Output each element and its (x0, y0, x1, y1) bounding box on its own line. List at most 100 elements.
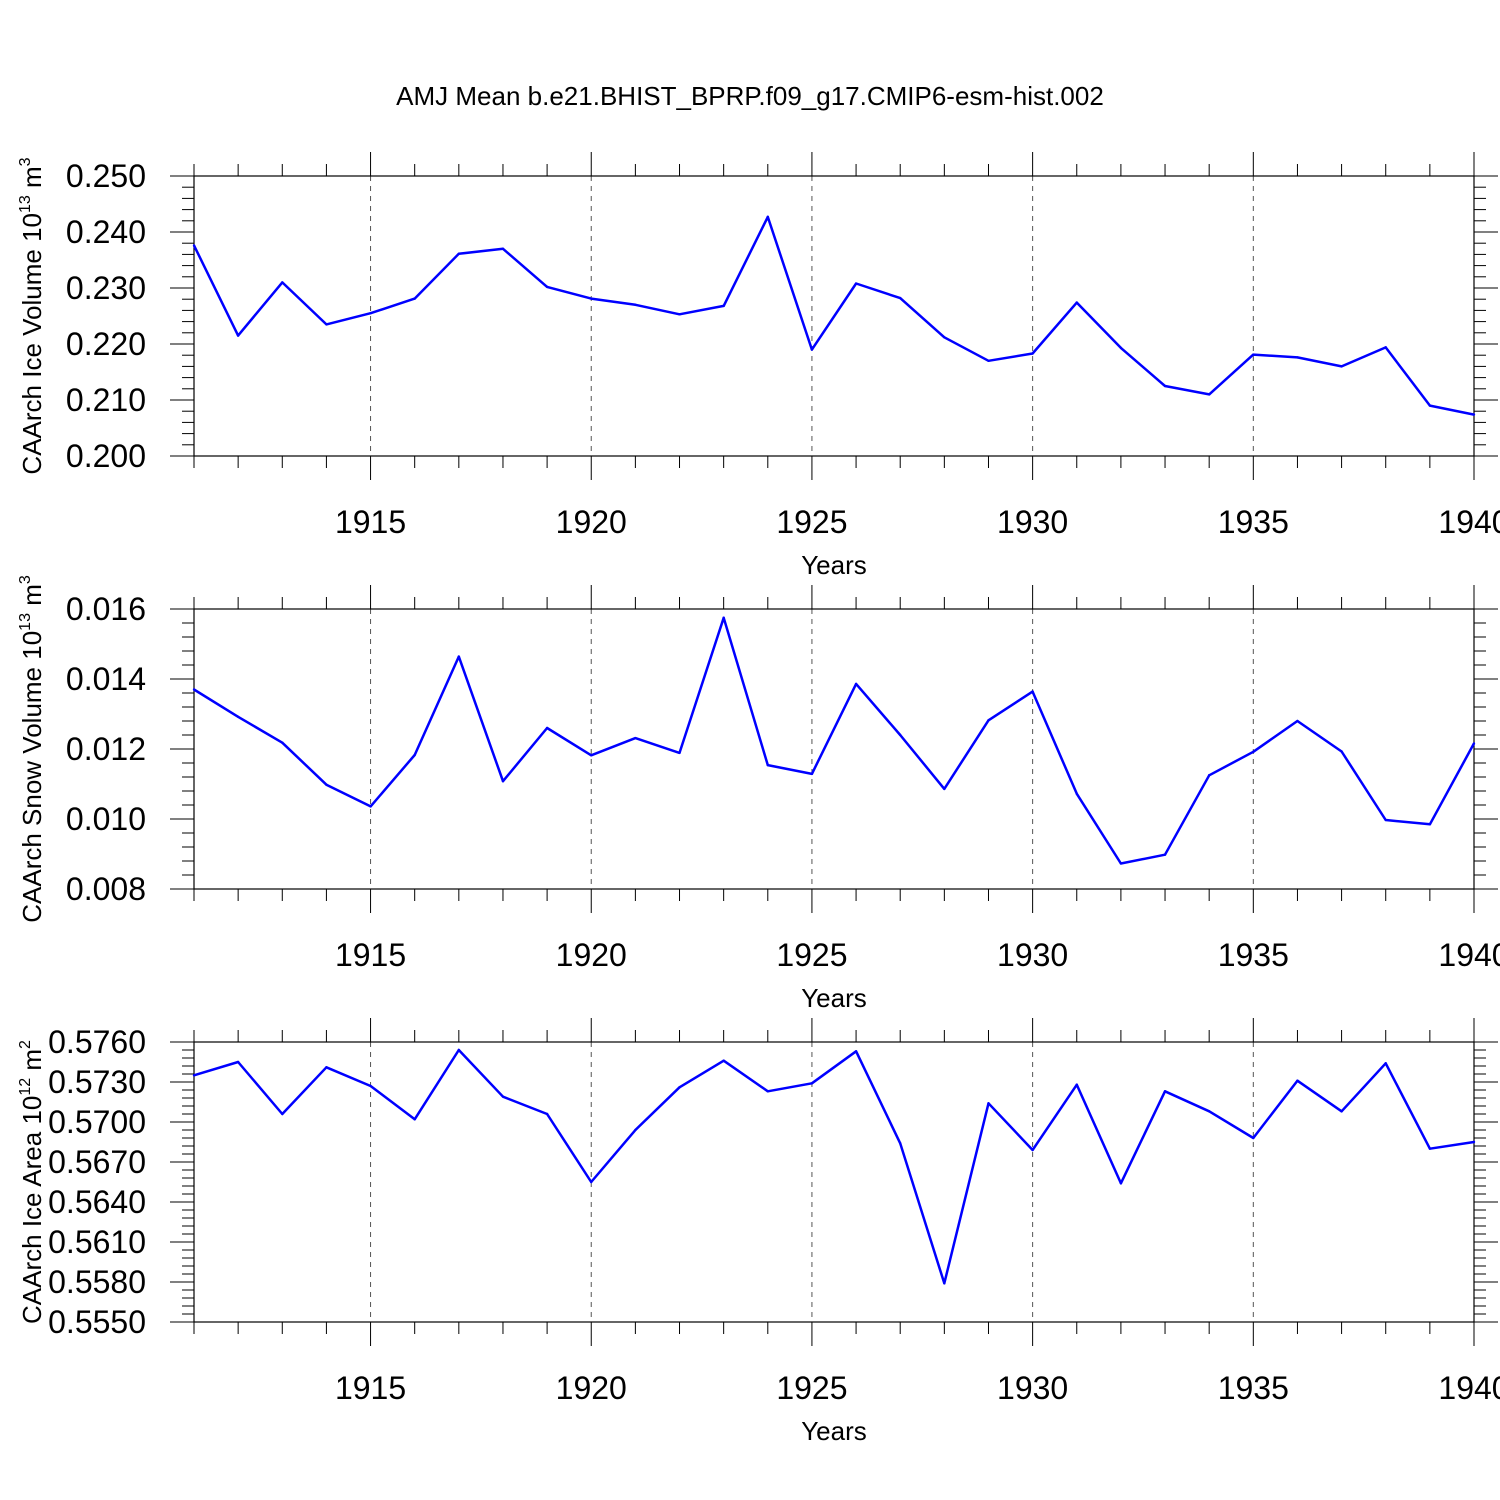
data-point (634, 303, 637, 306)
x-axis-label: Years (801, 983, 867, 1013)
x-tick-label: 1915 (335, 937, 406, 973)
x-tick-label: 1920 (556, 1370, 627, 1406)
data-point (899, 296, 902, 300)
data-point (943, 787, 946, 791)
data-point (501, 247, 505, 250)
data-point (1075, 792, 1078, 795)
data-point (413, 753, 416, 757)
x-axis-label: Years (801, 550, 867, 580)
y-tick-label: 0.5670 (48, 1144, 146, 1180)
data-point (325, 1066, 328, 1069)
data-point (1207, 774, 1211, 777)
data-point (766, 215, 769, 219)
chart-panels: 0.200 0.210 0.220 0.230 0.240 0.250 1915 1920 19… (17, 152, 1500, 1446)
data-point (810, 348, 814, 351)
data-point (1428, 404, 1432, 407)
series-line (192, 215, 1475, 416)
data-point (590, 754, 593, 757)
data-point (1207, 1110, 1211, 1113)
y-tick-label: 0.250 (66, 158, 146, 194)
data-point (1340, 365, 1343, 368)
y-axis-label-unit: m (17, 584, 47, 613)
data-point (1252, 750, 1255, 753)
data-point (1163, 384, 1167, 388)
x-tick-label: 1915 (335, 504, 406, 540)
y-axis-label-unit-exponent: 3 (17, 575, 34, 584)
y-axis-label-exponent: 13 (17, 195, 34, 213)
data-point (1252, 1136, 1255, 1140)
data-point (325, 323, 328, 326)
data-point (590, 1180, 593, 1184)
chart-title: AMJ Mean b.e21.BHIST_BPRP.f09_g17.CMIP6-… (396, 81, 1104, 111)
data-point (501, 1095, 505, 1098)
data-point (678, 751, 681, 755)
data-point (987, 1102, 990, 1105)
x-tick-label: 1925 (776, 937, 847, 973)
data-point (943, 336, 946, 339)
data-point (192, 244, 196, 247)
data-point (1472, 742, 1476, 745)
data-point (457, 252, 461, 256)
data-point (634, 736, 637, 740)
data-point (1340, 1110, 1343, 1113)
x-tick-label: 1920 (556, 504, 627, 540)
x-tick-label: 1935 (1218, 937, 1289, 973)
y-tick-label: 0.210 (66, 382, 146, 418)
plot-frame (193, 175, 1475, 457)
series-line (193, 1048, 1475, 1285)
y-tick-label: 0.008 (66, 871, 146, 907)
y-tick-label: 0.5610 (48, 1224, 146, 1260)
data-point (1384, 818, 1387, 822)
data-point (1340, 750, 1343, 753)
data-point (281, 1112, 284, 1116)
data-point (810, 772, 814, 776)
y-tick-label: 0.016 (66, 591, 146, 627)
plot-frame (193, 1041, 1475, 1323)
data-point (1031, 1148, 1034, 1152)
data-point (1075, 301, 1078, 304)
data-point (369, 312, 372, 315)
y-tick-label: 0.014 (66, 661, 146, 697)
data-point (236, 334, 240, 337)
y-axis-label-unit: m (17, 1049, 47, 1078)
data-point (987, 719, 990, 722)
data-point (854, 282, 858, 285)
data-point (1384, 1062, 1387, 1065)
y-tick-label: 0.012 (66, 731, 146, 767)
y-axis-label-unit: m (17, 166, 47, 195)
data-point (722, 1059, 725, 1062)
data-point (634, 1128, 637, 1132)
data-point (943, 1282, 946, 1285)
x-tick-label: 1930 (997, 1370, 1068, 1406)
x-tick-label: 1930 (997, 937, 1068, 973)
y-tick-label: 0.010 (66, 801, 146, 837)
data-point (1296, 719, 1299, 723)
x-tick-label: 1940 (1438, 504, 1500, 540)
data-point (766, 763, 769, 767)
data-point (236, 1060, 240, 1064)
data-point (325, 783, 328, 786)
x-tick-label: 1925 (776, 1370, 847, 1406)
data-point (457, 1048, 461, 1052)
data-point (1031, 352, 1034, 355)
data-point (192, 688, 196, 691)
y-tick-label: 0.5550 (48, 1304, 146, 1340)
data-point (1207, 393, 1211, 396)
y-axis-label: CAArch Snow Volume 1013 m3 (17, 575, 47, 923)
panel-2: 0.008 0.010 0.012 0.014 0.016 1915 1920 1925 193… (17, 575, 1500, 1013)
y-axis-label: CAArch Ice Area 1012 m2 (17, 1040, 47, 1324)
data-point (590, 297, 593, 300)
y-tick-label: 0.5580 (48, 1264, 146, 1300)
y-tick-label: 0.5700 (48, 1104, 146, 1140)
panel-3: 0.5550 0.5580 0.5610 0.5640 0.5670 0.5700 0.57… (17, 1018, 1500, 1446)
x-tick-label: 1920 (556, 937, 627, 973)
y-tick-label: 0.5730 (48, 1064, 146, 1100)
y-tick-label: 0.220 (66, 326, 146, 362)
data-point (854, 1050, 858, 1053)
y-axis-label-main: CAArch Snow Volume 10 (17, 631, 47, 923)
data-point (413, 297, 416, 300)
data-point (545, 285, 549, 289)
data-point (281, 741, 284, 744)
x-tick-label: 1940 (1438, 1370, 1500, 1406)
